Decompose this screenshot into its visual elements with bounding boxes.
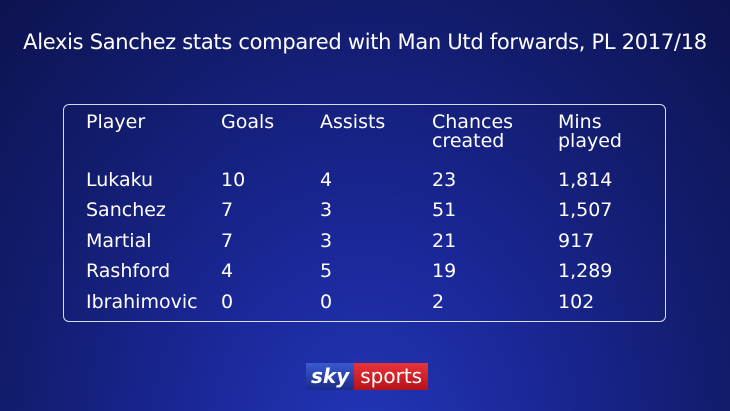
player-name: Martial (86, 230, 152, 252)
stat-cell: 917 (558, 230, 595, 252)
stat-cell: 23 (432, 169, 457, 191)
stat-cell: 7 (221, 199, 234, 221)
stat-cell: 2 (432, 291, 445, 313)
stat-cell: 7 (221, 230, 234, 252)
stat-cell: 19 (432, 260, 457, 282)
stat-cell: 3 (320, 199, 333, 221)
stat-cell: 0 (221, 291, 234, 313)
column-header: Mins played (558, 111, 622, 152)
logo-sports: sports (354, 363, 429, 390)
title: Alexis Sanchez stats compared with Man U… (23, 30, 707, 54)
player-name: Lukaku (86, 169, 154, 191)
player-name: Rashford (86, 260, 171, 282)
column-header: Chances created (432, 111, 514, 152)
stat-cell: 1,507 (558, 199, 613, 221)
stat-cell: 5 (320, 260, 333, 282)
stat-cell: 4 (221, 260, 234, 282)
logo: sky sports (306, 363, 429, 390)
column-header: Goals (221, 111, 275, 133)
stat-cell: 10 (221, 169, 246, 191)
stat-cell: 1,814 (558, 169, 613, 191)
column-header: Player (86, 111, 146, 133)
logo-sky: sky (306, 363, 355, 390)
column-header: Assists (320, 111, 386, 133)
stat-cell: 102 (558, 291, 595, 313)
stat-cell: 1,289 (558, 260, 613, 282)
stat-cell: 21 (432, 230, 457, 252)
stat-cell: 0 (320, 291, 333, 313)
player-name: Ibrahimovic (86, 291, 198, 313)
table-frame (63, 104, 666, 322)
stat-cell: 51 (432, 199, 457, 221)
stat-cell: 4 (320, 169, 333, 191)
player-name: Sanchez (86, 199, 166, 221)
stat-cell: 3 (320, 230, 333, 252)
